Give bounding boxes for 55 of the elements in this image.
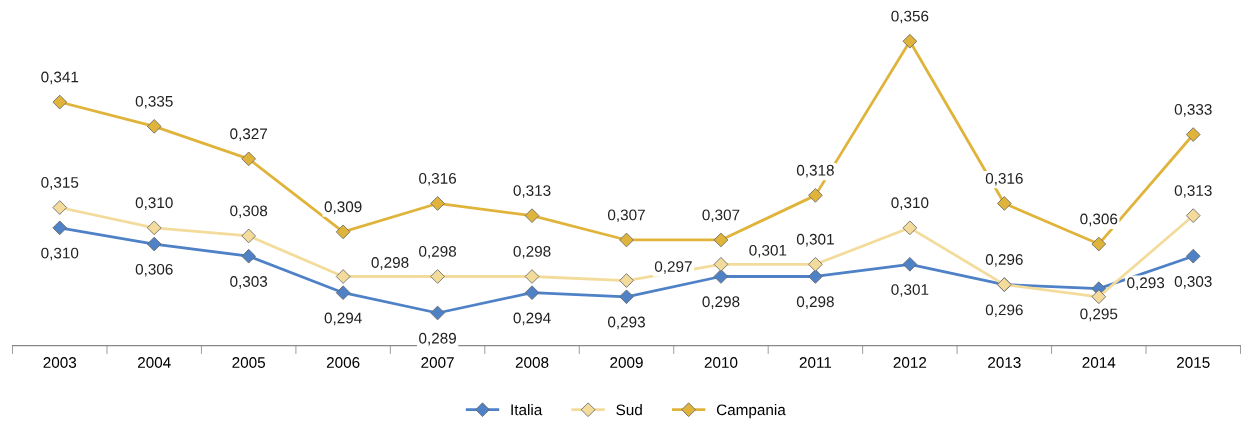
data-label: 0,298 (702, 296, 740, 309)
x-tick-label: 2007 (421, 357, 454, 368)
data-label: 0,306 (1080, 213, 1118, 227)
data-label: 0,298 (419, 245, 457, 259)
data-label: 0,294 (513, 312, 551, 326)
x-tick-label: 2005 (232, 357, 266, 368)
data-label: 0,297 (654, 261, 692, 274)
data-label: 0,306 (135, 263, 173, 277)
data-label: 0,313 (513, 185, 551, 198)
data-label: 0,298 (796, 296, 834, 309)
data-label: 0,303 (1174, 276, 1212, 289)
data-label: 0,309 (324, 201, 362, 214)
data-label: 0,301 (891, 284, 929, 297)
data-label: 0,327 (230, 128, 268, 141)
data-label: 0,289 (419, 332, 456, 346)
data-label: 0,295 (1080, 308, 1118, 322)
data-label: 0,315 (41, 177, 79, 190)
x-tick-label: 2014 (1082, 357, 1116, 368)
x-tick-label: 2004 (137, 357, 171, 368)
data-label: 0,316 (419, 172, 457, 186)
data-label: 0,303 (230, 276, 268, 289)
x-tick-label: 2010 (704, 357, 738, 368)
data-label: 0,310 (135, 197, 173, 210)
data-label: 0,310 (891, 197, 929, 210)
data-label: 0,307 (607, 209, 645, 223)
data-label: 0,333 (1174, 104, 1212, 117)
data-label: 0,296 (985, 254, 1023, 267)
data-label: 0,313 (1174, 185, 1212, 198)
x-tick-label: 2011 (799, 357, 832, 368)
data-label: 0,356 (891, 10, 929, 24)
x-tick-label: 2003 (43, 357, 77, 368)
x-tick-label: 2015 (1177, 357, 1210, 368)
legend-label: Italia (511, 404, 543, 416)
data-label: 0,316 (985, 172, 1023, 186)
data-label: 0,301 (796, 233, 834, 247)
legend-label: Sud (616, 404, 642, 416)
data-label: 0,318 (796, 164, 834, 178)
data-label: 0,294 (324, 312, 362, 326)
data-label: 0,296 (985, 304, 1023, 318)
x-tick-label: 2013 (988, 357, 1021, 368)
data-label: 0,310 (41, 247, 79, 261)
data-label: 0,341 (41, 71, 79, 85)
data-label: 0,293 (1127, 277, 1165, 290)
data-label: 0,298 (371, 257, 409, 270)
x-tick-label: 2012 (893, 357, 927, 368)
x-tick-label: 2008 (515, 357, 549, 368)
legend-label: Campania (716, 404, 786, 419)
data-label: 0,298 (513, 245, 551, 259)
x-tick-label: 2006 (326, 357, 360, 368)
data-label: 0,308 (230, 205, 268, 219)
data-label: 0,335 (135, 95, 173, 109)
x-tick-label: 2009 (610, 357, 643, 368)
data-label: 0,301 (749, 244, 787, 258)
data-label: 0,293 (607, 316, 645, 330)
data-label: 0,307 (702, 209, 740, 223)
